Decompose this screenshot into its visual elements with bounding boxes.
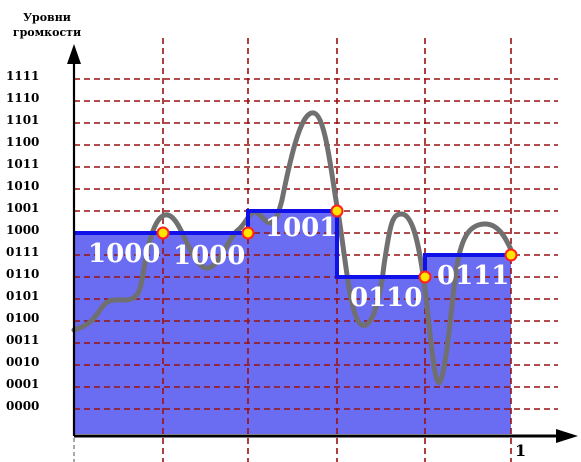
y-axis-arrow xyxy=(67,44,81,64)
sample-point xyxy=(418,270,432,284)
level-label: 1000 xyxy=(6,223,39,237)
level-label: 0111 xyxy=(6,245,39,259)
level-label: 0001 xyxy=(6,377,39,391)
level-label: 0000 xyxy=(6,399,39,413)
level-label: 1111 xyxy=(6,69,39,83)
level-label: 0010 xyxy=(6,355,39,369)
sample-point xyxy=(504,248,518,262)
quantized-area xyxy=(74,211,511,434)
level-label: 0011 xyxy=(6,333,39,347)
level-label: 1011 xyxy=(6,157,39,171)
step-code: 0111 xyxy=(437,261,509,291)
y-axis-title-line1: Уровни xyxy=(23,11,71,24)
level-label: 1001 xyxy=(6,201,39,215)
analog-signal xyxy=(71,110,515,385)
step-codes: 1000 1000 1001 0110 0111 xyxy=(88,213,509,313)
y-axis-title-line2: громкости xyxy=(13,26,81,39)
level-grid xyxy=(74,78,558,410)
level-label: 0101 xyxy=(6,289,39,303)
level-label: 0110 xyxy=(6,267,39,281)
sample-points xyxy=(156,204,518,284)
step-code: 0110 xyxy=(350,283,422,313)
sample-point xyxy=(330,204,344,218)
level-label: 1110 xyxy=(6,91,39,105)
level-label: 1100 xyxy=(6,135,39,149)
x-axis-end-label: 1 xyxy=(515,441,526,460)
level-label: 0100 xyxy=(6,311,39,325)
sample-point xyxy=(156,226,170,240)
level-label: 1101 xyxy=(6,113,39,127)
level-labels: 1111 1110 1101 1100 1011 1010 1001 1000 … xyxy=(6,69,39,413)
x-axis-arrow xyxy=(556,429,578,443)
sample-point xyxy=(241,226,255,240)
step-code: 1001 xyxy=(265,213,337,243)
level-label: 1010 xyxy=(6,179,39,193)
step-code: 1000 xyxy=(173,241,245,271)
step-code: 1000 xyxy=(88,239,160,269)
